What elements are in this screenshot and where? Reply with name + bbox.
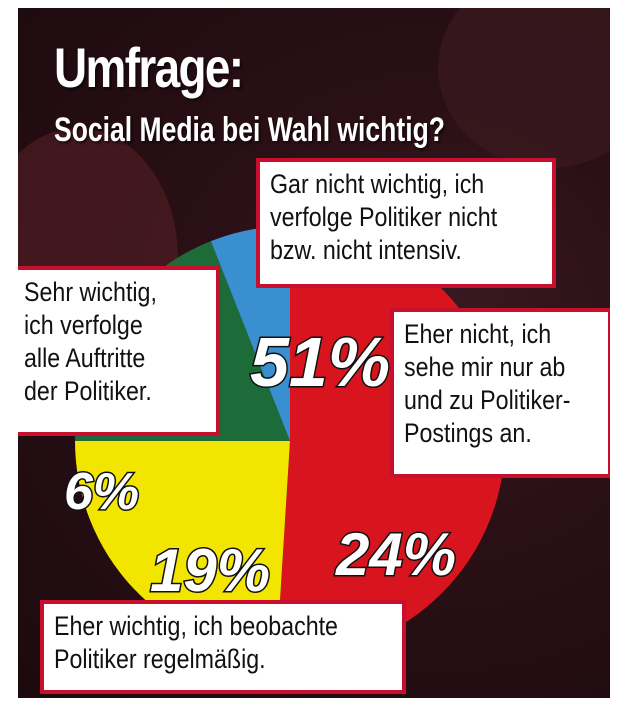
pct-label-24: 24%: [335, 521, 456, 588]
infographic-frame: 51% 24% 19% 6% Umfrage: Social Media bei Wa…: [18, 8, 610, 698]
chart-title: Umfrage:: [54, 36, 244, 99]
callout-eher-nicht-text: Eher nicht, ich sehe mir nur ab und zu P…: [404, 319, 571, 448]
pct-label-6: 6%: [64, 463, 139, 521]
callout-gar-nicht: Gar nicht wichtig, ich verfolge Politike…: [256, 158, 556, 288]
pct-label-51: 51%: [250, 323, 390, 401]
callout-gar-nicht-text: Gar nicht wichtig, ich verfolge Politike…: [270, 169, 498, 265]
chart-subtitle: Social Media bei Wahl wichtig?: [54, 111, 445, 149]
callout-sehr-wichtig: Sehr wichtig, ich verfolge alle Auftritt…: [18, 266, 220, 436]
pct-label-19: 19%: [150, 537, 270, 604]
callout-sehr-wichtig-text: Sehr wichtig, ich verfolge alle Auftritt…: [24, 277, 157, 406]
callout-eher-wichtig: Eher wichtig, ich beobachte Politiker re…: [40, 600, 406, 694]
callout-eher-nicht: Eher nicht, ich sehe mir nur ab und zu P…: [390, 308, 610, 478]
callout-eher-wichtig-text: Eher wichtig, ich beobachte Politiker re…: [54, 611, 338, 674]
